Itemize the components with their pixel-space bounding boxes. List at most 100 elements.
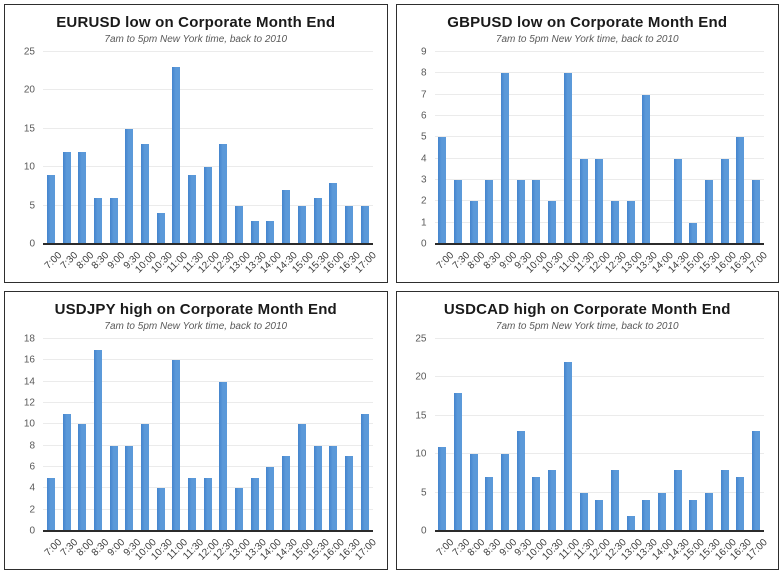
bar-14:00 <box>266 467 275 531</box>
bar-slot <box>544 52 560 244</box>
bar-15:00 <box>297 424 306 531</box>
bar-16:00 <box>720 158 729 244</box>
bar-slot <box>623 339 639 531</box>
bar-12:00 <box>595 500 604 531</box>
y-tick-label: 15 <box>415 410 427 422</box>
gridline <box>43 51 373 52</box>
x-tick-label: 17:00 <box>352 250 379 276</box>
bar-slot <box>513 52 529 244</box>
x-axis-line <box>434 243 764 245</box>
bar-slot <box>310 52 326 244</box>
bar-slot <box>497 52 513 244</box>
bar-slot <box>278 339 294 531</box>
bar-slot <box>717 52 733 244</box>
x-slot: 8:00 <box>466 534 488 569</box>
bar-14:30 <box>282 456 291 531</box>
bar-slot <box>263 339 279 531</box>
bar-slot <box>654 339 670 531</box>
bar-7:30 <box>62 413 71 531</box>
gridline <box>434 93 764 95</box>
bar-11:30 <box>579 158 588 244</box>
x-slot: 8:00 <box>74 534 96 569</box>
bar-12:00 <box>203 167 212 244</box>
bar-slot <box>247 52 263 244</box>
plot-area: 0 2 4 6 8 10 12 14 16 18 7:00 7:30 8:00 8:30 9:00 9:30 1… <box>24 334 378 563</box>
bar-slot <box>670 52 686 244</box>
bar-9:30 <box>516 180 525 244</box>
bar-slot <box>231 52 247 244</box>
bar-13:30 <box>250 220 259 244</box>
bar-slot <box>137 339 153 531</box>
x-slot: 9:00 <box>497 534 519 569</box>
bar-8:30 <box>93 197 102 244</box>
bar-slot <box>106 52 122 244</box>
gridline <box>43 380 373 382</box>
x-axis-line <box>43 530 373 532</box>
bar-slot <box>733 52 749 244</box>
x-slot: 17:00 <box>744 247 769 282</box>
bar-8:00 <box>78 151 87 244</box>
x-tick-label: 17:00 <box>744 537 770 563</box>
bar-14:00 <box>657 492 666 531</box>
bar-13:00 <box>626 515 635 531</box>
bar-15:00 <box>297 205 306 244</box>
bar-12:00 <box>203 477 212 531</box>
bar-slot <box>59 339 75 531</box>
bar-13:00 <box>235 488 244 531</box>
bar-slot <box>106 339 122 531</box>
bars <box>435 52 765 244</box>
bar-slot <box>748 52 764 244</box>
bar-10:30 <box>156 488 165 531</box>
bar-slot <box>435 52 451 244</box>
bar-slot <box>216 52 232 244</box>
bar-slot <box>638 339 654 531</box>
bar-slot <box>121 52 137 244</box>
bar-slot <box>748 339 764 531</box>
y-tick-label: 1 <box>420 217 427 229</box>
bars <box>43 52 373 244</box>
bar-11:00 <box>172 67 181 244</box>
bar-10:00 <box>140 144 149 244</box>
bar-slot <box>576 339 592 531</box>
x-axis-labels: 7:00 7:30 8:00 8:30 9:00 9:30 10:00 10:30 11:00 1… <box>435 247 770 282</box>
bar-11:00 <box>563 73 572 244</box>
bar-7:00 <box>46 174 55 244</box>
x-slot: 7:30 <box>59 247 81 282</box>
bar-slot <box>169 52 185 244</box>
gridline <box>434 491 764 493</box>
bar-15:30 <box>705 180 714 244</box>
bar-7:30 <box>62 151 71 244</box>
bar-17:00 <box>360 205 369 244</box>
chart-panel-usdcad-high: USDCAD high on Corporate Month End 7am t… <box>395 291 779 570</box>
x-slot: 7:00 <box>435 534 457 569</box>
bar-14:30 <box>673 469 682 531</box>
y-tick-label: 14 <box>23 376 35 388</box>
bar-slot <box>482 339 498 531</box>
bar-slot <box>137 52 153 244</box>
chart-title: GBPUSD low on Corporate Month End <box>447 14 728 31</box>
bars <box>43 339 373 531</box>
bar-slot <box>623 52 639 244</box>
chart-subtitle: 7am to 5pm New York time, back to 2010 <box>495 321 679 332</box>
x-slot: 8:30 <box>90 247 112 282</box>
bar-16:30 <box>736 137 745 244</box>
x-slot: 7:00 <box>43 534 65 569</box>
x-slot: 7:30 <box>450 534 472 569</box>
gridline <box>434 51 764 52</box>
bar-15:00 <box>689 500 698 531</box>
bar-13:30 <box>642 94 651 244</box>
bar-slot <box>247 339 263 531</box>
bar-slot <box>450 339 466 531</box>
bar-slot <box>733 339 749 531</box>
y-tick-label: 0 <box>420 525 427 537</box>
bar-12:30 <box>219 381 228 531</box>
bar-16:30 <box>344 205 353 244</box>
bar-17:00 <box>360 413 369 531</box>
bar-12:30 <box>610 469 619 531</box>
bar-14:00 <box>266 220 275 244</box>
bar-slot <box>278 52 294 244</box>
bar-slot <box>497 339 513 531</box>
bar-slot <box>294 339 310 531</box>
bar-16:00 <box>720 469 729 531</box>
y-tick-label: 5 <box>420 131 427 143</box>
